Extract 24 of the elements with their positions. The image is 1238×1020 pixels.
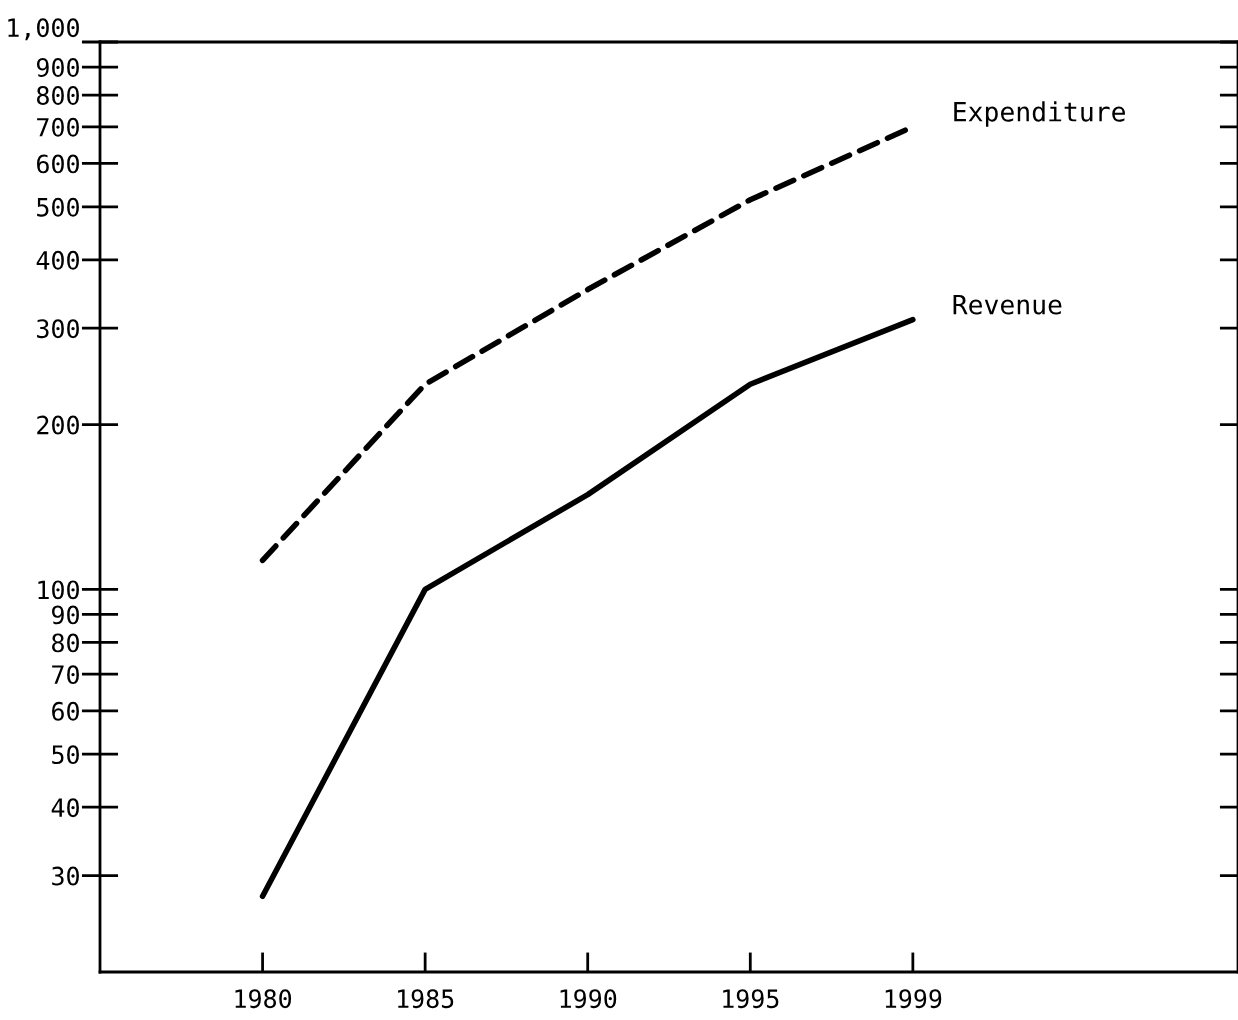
x-tick-label: 1980	[235, 989, 292, 1009]
x-tick-label: 1999	[885, 989, 942, 1009]
y-tick-label: 1,000	[8, 18, 79, 41]
series-label: Expenditure	[954, 101, 1125, 127]
y-tick-label: 100	[38, 580, 79, 600]
x-tick-label: 1990	[560, 989, 617, 1009]
y-tick-label: 40	[51, 798, 79, 818]
y-tick-label: 50	[52, 745, 79, 765]
y-tick-label: 900	[36, 58, 79, 77]
y-tick-label: 70	[52, 665, 79, 685]
y-tick-label: 80	[52, 633, 79, 653]
y-tick-label: 60	[52, 701, 79, 721]
y-tick-label: 800	[37, 86, 79, 105]
y-tick-label: 700	[37, 117, 79, 137]
x-tick-label: 1985	[398, 989, 454, 1009]
y-tick-label: 300	[37, 319, 79, 339]
y-tick-label: 400	[36, 250, 79, 270]
y-tick-label: 600	[37, 154, 79, 174]
y-tick-label: 30	[52, 866, 79, 886]
y-tick-label: 200	[37, 415, 79, 435]
y-tick-label: 500	[37, 197, 79, 217]
series-label: Revenue	[953, 294, 1062, 315]
y-tick-label: 90	[52, 605, 79, 625]
x-tick-label: 1995	[723, 989, 779, 1009]
